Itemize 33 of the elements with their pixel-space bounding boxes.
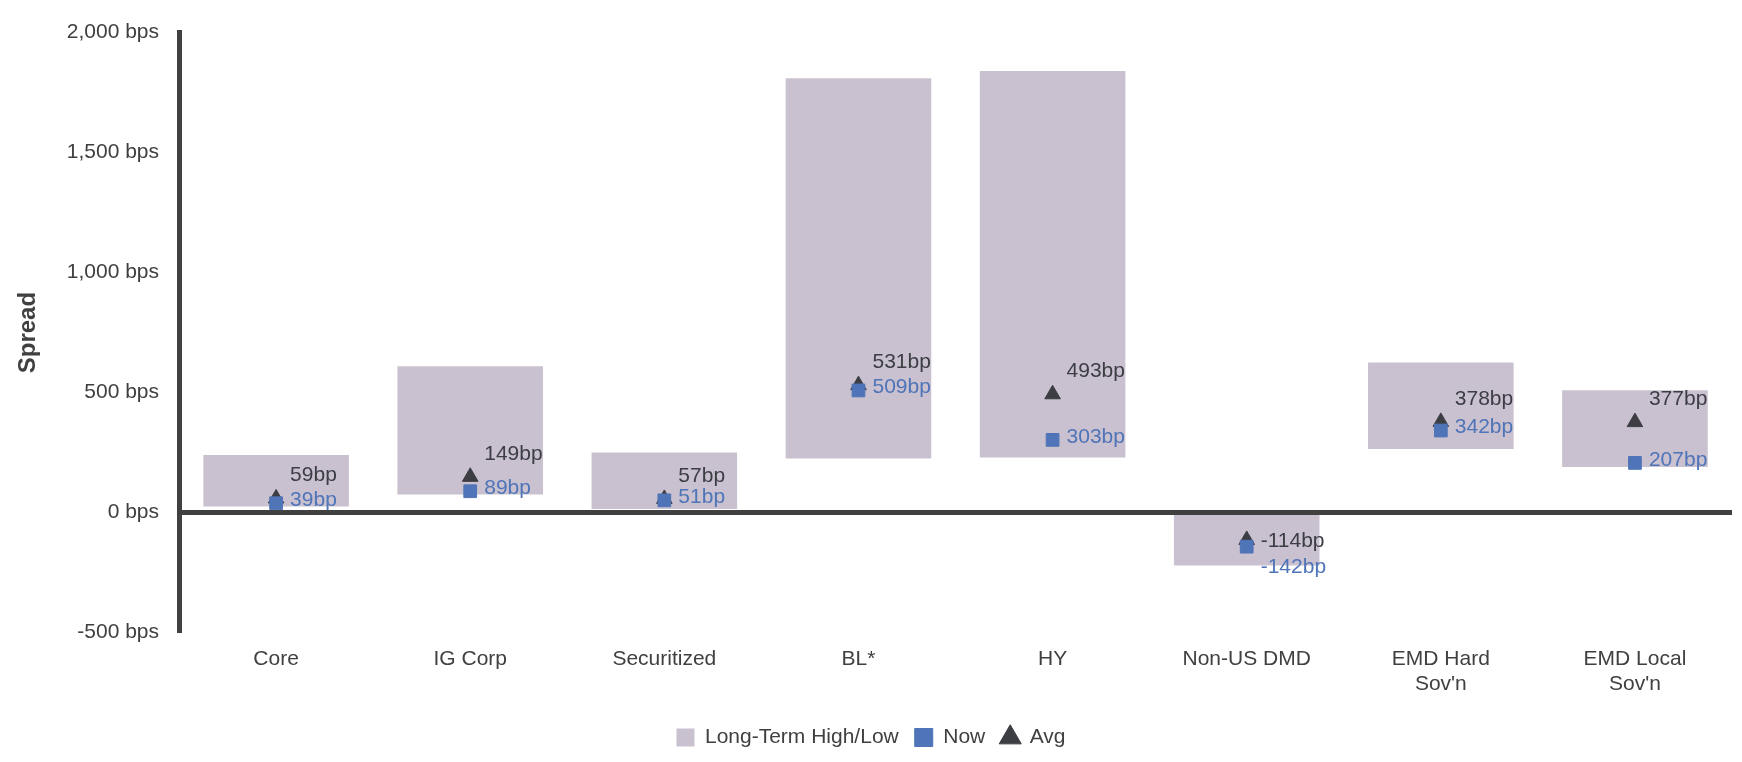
y-tick-label: 1,500 bps [66, 139, 160, 163]
data-label: 531bp [872, 348, 931, 372]
x-tick-label: IG Corp [433, 646, 507, 669]
data-label: 342bp [1454, 414, 1514, 438]
data-label: 59bp [290, 462, 337, 486]
x-tick-label: HY [1037, 646, 1068, 669]
data-label: 207bp [1648, 446, 1708, 470]
x-tick-label: Securitized [612, 646, 717, 669]
y-tick-label: 1,000 bps [66, 259, 160, 283]
y-axis-title: Spread [13, 291, 41, 374]
x-tick-label: EMD Hard Sov'n [1391, 646, 1490, 695]
y-tick-label: 2,000 bps [66, 19, 160, 43]
x-tick-label: EMD Local Sov'n [1583, 646, 1687, 695]
data-label: 303bp [1066, 423, 1125, 447]
data-label: 89bp [484, 475, 531, 499]
legend-label: Now [943, 724, 987, 748]
data-label: 149bp [484, 440, 543, 464]
y-tick-label: 0 bps [107, 499, 160, 523]
data-label: 57bp [678, 462, 726, 486]
x-tick-label: Core [253, 646, 299, 669]
legend-label: Avg [1029, 724, 1066, 748]
x-tick-label: BL* [841, 646, 876, 669]
data-label: -142bp [1260, 554, 1327, 578]
data-label: 39bp [290, 487, 337, 511]
y-tick-label: 500 bps [84, 379, 160, 403]
y-tick-label: -500 bps [77, 619, 160, 643]
legend-label: Long-Term High/Low [704, 724, 900, 748]
data-label: 509bp [872, 374, 931, 398]
data-label: -114bp [1260, 527, 1325, 551]
x-tick-label: Non-US DMD [1182, 646, 1311, 669]
data-label: 493bp [1066, 358, 1125, 382]
data-label: 377bp [1648, 385, 1708, 409]
data-label: 378bp [1454, 385, 1514, 409]
